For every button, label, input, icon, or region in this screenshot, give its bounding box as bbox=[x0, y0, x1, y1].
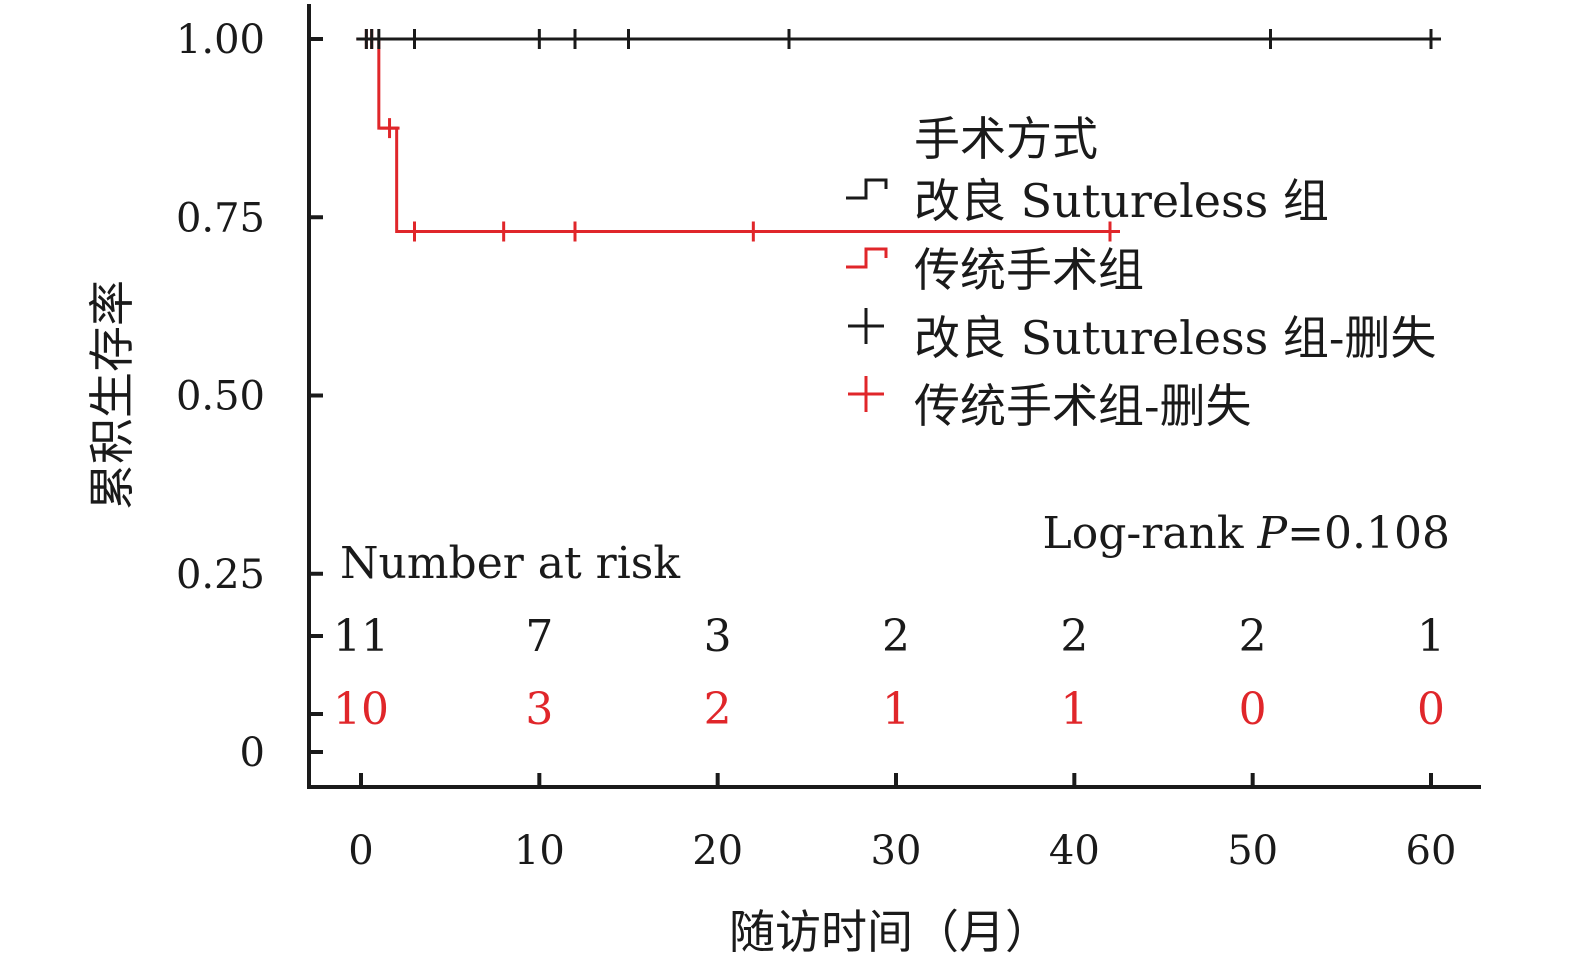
censor-mark bbox=[493, 221, 514, 242]
x-tick-label: 40 bbox=[1049, 828, 1100, 874]
y-tick-label: 1.00 bbox=[176, 17, 265, 63]
censor-mark bbox=[529, 29, 550, 49]
legend-item: 改良 Sutureless 组 bbox=[846, 174, 1329, 228]
censor-mark bbox=[404, 29, 425, 49]
risk-count: 3 bbox=[525, 684, 553, 735]
legend-plus-symbol bbox=[848, 308, 884, 344]
risk-table-title: Number at risk bbox=[340, 538, 680, 589]
risk-count: 1 bbox=[1060, 684, 1088, 735]
risk-count: 2 bbox=[882, 611, 910, 662]
x-tick-label: 0 bbox=[348, 828, 373, 874]
x-tick-label: 10 bbox=[514, 828, 565, 874]
censor-mark bbox=[618, 29, 639, 49]
annotation-value: =0.108 bbox=[1287, 508, 1450, 559]
x-axis-title: 随访时间（月） bbox=[729, 905, 1051, 959]
x-tick-label: 50 bbox=[1227, 828, 1278, 874]
risk-count: 1 bbox=[1417, 611, 1445, 662]
legend-item: 改良 Sutureless 组-删失 bbox=[848, 308, 1436, 365]
censor-mark bbox=[379, 118, 400, 139]
risk-count: 11 bbox=[333, 611, 389, 662]
censor-mark bbox=[404, 221, 425, 242]
risk-count: 2 bbox=[704, 684, 732, 735]
survival-series bbox=[356, 29, 1441, 49]
risk-count: 0 bbox=[1239, 684, 1267, 735]
risk-count: 7 bbox=[525, 611, 553, 662]
y-tick-label: 0.50 bbox=[176, 374, 265, 420]
risk-count: 3 bbox=[704, 611, 732, 662]
log-rank-annotation: Log-rank P=0.108 bbox=[1043, 508, 1450, 559]
censor-mark bbox=[565, 29, 585, 49]
legend-label: 传统手术组-删失 bbox=[914, 379, 1252, 433]
censor-mark bbox=[1260, 29, 1281, 49]
legend-step-symbol bbox=[846, 247, 888, 269]
legend-plus-symbol bbox=[848, 376, 884, 412]
legend-item: 传统手术组-删失 bbox=[848, 376, 1252, 433]
y-tick-label: 0.25 bbox=[176, 552, 265, 598]
y-tick-label: 0 bbox=[240, 730, 265, 776]
annotation-p: P bbox=[1257, 508, 1289, 559]
x-tick-label: 20 bbox=[692, 828, 743, 874]
legend-label: 传统手术组 bbox=[914, 243, 1144, 297]
legend-label: 改良 Sutureless 组 bbox=[914, 174, 1329, 228]
x-tick-label: 30 bbox=[871, 828, 922, 874]
y-tick-label: 0.75 bbox=[176, 195, 265, 241]
legend-title: 手术方式 bbox=[914, 112, 1098, 166]
legend-step-symbol bbox=[846, 178, 888, 200]
legend-item: 传统手术组 bbox=[846, 243, 1144, 297]
censor-mark bbox=[1421, 29, 1441, 49]
censor-mark bbox=[565, 221, 585, 242]
risk-count: 2 bbox=[1060, 611, 1088, 662]
risk-count: 1 bbox=[882, 684, 910, 735]
risk-count: 0 bbox=[1417, 684, 1445, 735]
annotation-prefix: Log-rank bbox=[1043, 508, 1258, 559]
censor-mark bbox=[368, 29, 389, 49]
censor-mark bbox=[779, 29, 799, 49]
y-axis-title: 累积生存率 bbox=[85, 280, 139, 510]
censor-mark bbox=[743, 221, 764, 242]
axes: 00.250.500.751.000 10 20 30 40 50 60 bbox=[176, 4, 1481, 874]
censor-mark bbox=[1100, 221, 1120, 242]
legend-label: 改良 Sutureless 组-删失 bbox=[914, 311, 1436, 365]
survival-curves bbox=[356, 29, 1441, 242]
risk-count: 2 bbox=[1239, 611, 1267, 662]
risk-count: 10 bbox=[333, 684, 389, 735]
x-tick-label: 60 bbox=[1406, 828, 1457, 874]
